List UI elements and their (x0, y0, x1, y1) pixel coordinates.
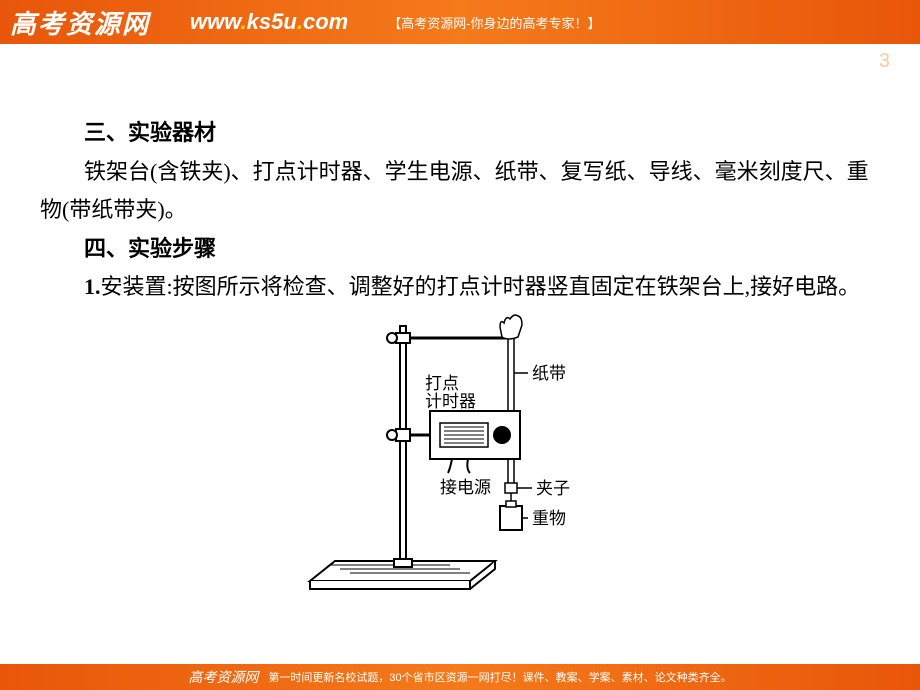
rod-base-collar (394, 559, 412, 567)
label-clip: 夹子 (536, 479, 570, 498)
section-3-body: 铁架台(含铁夹)、打点计时器、学生电源、纸带、复写纸、导线、毫米刻度尺、重物(带… (40, 153, 880, 230)
url-mid: ks5u (247, 9, 297, 34)
label-timer-1: 打点 (425, 374, 459, 393)
weight (500, 493, 522, 530)
footer-text: 第一时间更新名校试题，30个省市区资源一网打尽！课件、教案、学案、素材、论文种类… (268, 669, 731, 685)
section-4-title: 四、实验步骤 (40, 230, 880, 269)
header-banner: 高考资源网 www.ks5u.com 【高考资源网-你身边的高考专家！】 (0, 0, 920, 44)
footer-brand: 高考资源网 (188, 667, 258, 687)
hand-icon (500, 315, 522, 339)
upper-clamp (387, 333, 510, 343)
header-tagline: 【高考资源网-你身边的高考专家！】 (388, 13, 600, 32)
url-suffix: com (303, 9, 348, 34)
label-timer-2: 计时器 (425, 392, 476, 411)
url-www: www (190, 9, 241, 34)
lower-clamp (387, 429, 430, 441)
section-3-title: 三、实验器材 (40, 114, 880, 153)
step-number: 1. (84, 274, 101, 299)
label-power: 接电源 (440, 478, 491, 497)
section-4-step1: 1.安装置:按图所示将检查、调整好的打点计时器竖直固定在铁架台上,接好电路。 (40, 268, 880, 307)
timer-device (430, 411, 520, 473)
vertical-rod (400, 326, 406, 566)
label-weight: 重物 (532, 509, 566, 528)
diagram-container: 打点 计时器 纸带 接电源 夹子 重物 (40, 311, 880, 611)
label-tape: 纸带 (532, 364, 566, 383)
site-logo: 高考资源网 (10, 4, 150, 41)
main-content: 三、实验器材 铁架台(含铁夹)、打点计时器、学生电源、纸带、复写纸、导线、毫米刻… (0, 44, 920, 611)
clip (505, 483, 532, 493)
footer-banner: 高考资源网 第一时间更新名校试题，30个省市区资源一网打尽！课件、教案、学案、素… (0, 664, 920, 690)
step-body: 安装置:按图所示将检查、调整好的打点计时器竖直固定在铁架台上,接好电路。 (101, 274, 861, 299)
apparatus-diagram: 打点 计时器 纸带 接电源 夹子 重物 (300, 311, 620, 611)
site-url: www.ks5u.com (190, 9, 348, 35)
page-number: 3 (879, 50, 890, 73)
